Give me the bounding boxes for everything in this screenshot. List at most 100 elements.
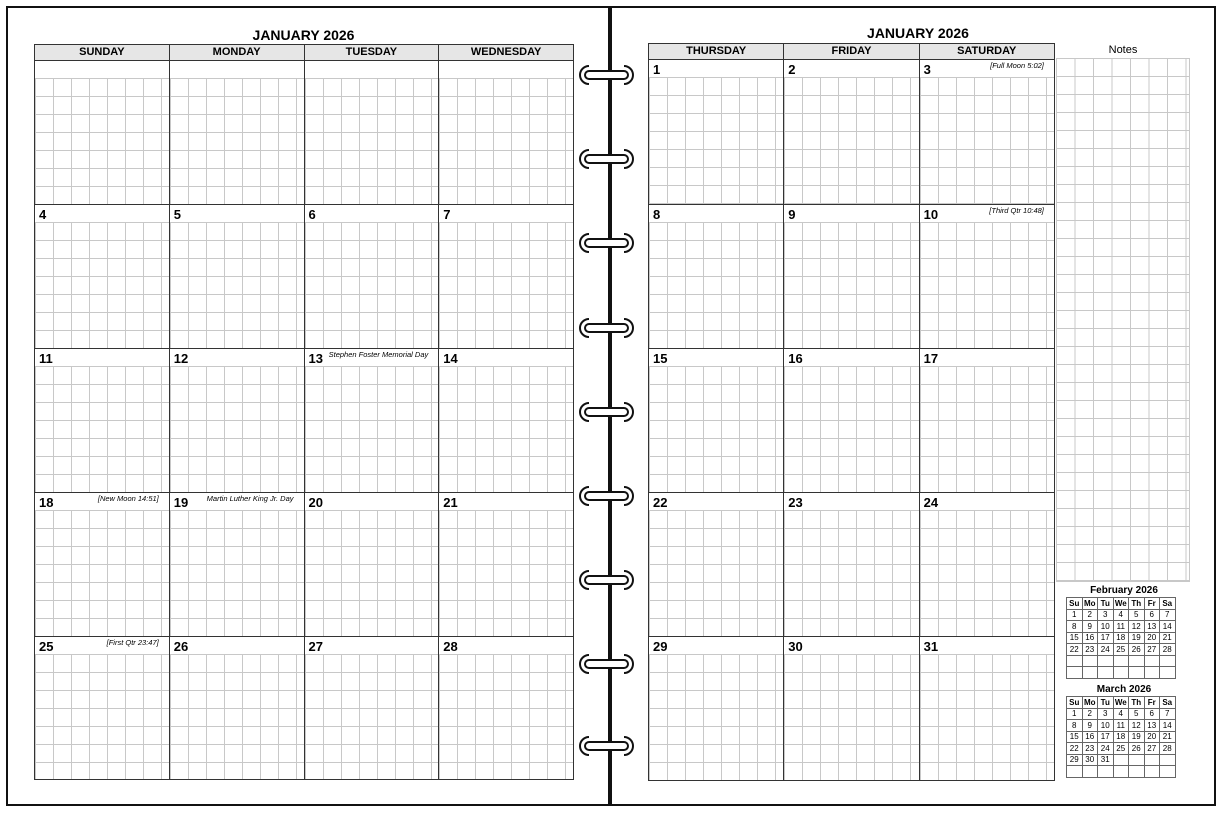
mini-day: 28 <box>1159 643 1176 656</box>
mini-day: 10 <box>1097 719 1114 732</box>
mini-calendar: Su Mo Tu We Th Fr Sa 1 2 3 4 5 6 7 8 9 10 11 12 13 14 15 16 17 1… <box>1066 696 1176 778</box>
cell-grid <box>919 510 1054 636</box>
cell-grid <box>304 222 439 348</box>
date-number: 11 <box>39 351 53 366</box>
mini-day: 23 <box>1081 742 1098 755</box>
mini-weekday: Mo <box>1081 597 1098 610</box>
cell-grid <box>304 366 439 492</box>
date-number: 15 <box>653 351 668 366</box>
mini-day <box>1143 666 1160 679</box>
mini-day <box>1112 654 1129 667</box>
day-header: TUESDAY <box>303 44 440 61</box>
day-header: SUNDAY <box>34 44 170 61</box>
cell-grid <box>649 654 784 780</box>
ring <box>579 149 634 169</box>
day-cell: 27 <box>303 636 440 780</box>
cell-grid <box>304 654 439 779</box>
day-cell: 20 <box>303 492 440 637</box>
date-number: 6 <box>308 207 316 222</box>
mini-day: 15 <box>1066 730 1083 743</box>
mini-day <box>1159 765 1176 778</box>
day-cell <box>303 60 440 205</box>
cell-grid <box>35 78 169 204</box>
mini-weekday: We <box>1112 696 1129 709</box>
date-number: 3 <box>923 62 931 77</box>
day-cell: 1 <box>648 59 785 205</box>
mini-week: 29 30 31 <box>1066 753 1176 766</box>
mini-day: 9 <box>1081 719 1098 732</box>
date-number: 30 <box>788 639 803 654</box>
mini-week: 8 9 10 11 12 13 14 <box>1066 719 1176 732</box>
day-cell: 12 <box>168 348 305 493</box>
mini-day: 17 <box>1097 631 1114 644</box>
mini-weekday: Tu <box>1097 597 1114 610</box>
date-number: 16 <box>788 351 803 366</box>
day-cell: 30 <box>783 636 920 781</box>
mini-day: 6 <box>1143 608 1160 621</box>
mini-day: 13 <box>1143 620 1160 633</box>
date-number: 26 <box>173 639 189 654</box>
cell-grid <box>439 510 573 636</box>
date-number: 10 <box>923 207 939 222</box>
cell-grid <box>649 222 784 348</box>
mini-weekday: Su <box>1066 696 1083 709</box>
mini-day: 26 <box>1128 643 1145 656</box>
mini-day: 21 <box>1159 730 1176 743</box>
mini-day: 1 <box>1066 608 1083 621</box>
date-number: 5 <box>173 207 181 222</box>
cell-note: [Third Qtr 10:48] <box>989 206 1044 215</box>
mini-day: 29 <box>1066 753 1083 766</box>
mini-day: 16 <box>1081 730 1098 743</box>
mini-day: 20 <box>1143 730 1160 743</box>
date-number: 28 <box>443 639 458 654</box>
day-cell: 10 [Third Qtr 10:48] <box>918 204 1055 349</box>
cell-grid <box>35 510 169 636</box>
mini-day: 25 <box>1112 643 1129 656</box>
day-header: MONDAY <box>168 44 305 61</box>
mini-title: February 2026 <box>1090 585 1158 596</box>
mini-day: 21 <box>1159 631 1176 644</box>
day-header: THURSDAY <box>648 43 785 60</box>
mini-day: 11 <box>1112 620 1129 633</box>
day-cell: 24 <box>918 492 1055 637</box>
mini-day: 14 <box>1159 719 1176 732</box>
ring <box>579 318 634 338</box>
mini-day: 4 <box>1112 707 1129 720</box>
mini-week: 8 9 10 11 12 13 14 <box>1066 620 1176 633</box>
mini-day: 7 <box>1159 608 1176 621</box>
notes-heading: Notes <box>1108 44 1138 56</box>
cell-note: Martin Luther King Jr. Day <box>206 494 294 503</box>
mini-day: 18 <box>1112 631 1129 644</box>
day-cell: 11 <box>34 348 170 493</box>
cell-note: [New Moon 14:51] <box>97 494 159 503</box>
mini-day: 15 <box>1066 631 1083 644</box>
day-cell: 18 [New Moon 14:51] <box>34 492 170 637</box>
mini-day <box>1128 765 1145 778</box>
mini-day: 20 <box>1143 631 1160 644</box>
ring <box>579 654 634 674</box>
cell-grid <box>304 78 439 204</box>
cell-grid <box>35 222 169 348</box>
mini-day: 25 <box>1112 742 1129 755</box>
day-cell <box>438 60 574 205</box>
date-number: 24 <box>923 495 939 510</box>
mini-week: 15 16 17 18 19 20 21 <box>1066 730 1176 743</box>
left-title: JANUARY 2026 <box>252 27 355 43</box>
ring <box>579 65 634 85</box>
mini-day <box>1097 765 1114 778</box>
date-number: 22 <box>653 495 668 510</box>
cell-note: [First Qtr 23:47] <box>106 638 159 647</box>
cell-grid <box>169 510 304 636</box>
mini-weekday: Su <box>1066 597 1083 610</box>
date-number: 8 <box>653 207 661 222</box>
mini-day: 23 <box>1081 643 1098 656</box>
day-cell: 4 <box>34 204 170 349</box>
cell-grid <box>439 222 573 348</box>
day-cell <box>34 60 170 205</box>
mini-weekday: Th <box>1128 696 1145 709</box>
date-number: 27 <box>308 639 323 654</box>
mini-day: 22 <box>1066 742 1083 755</box>
ring <box>579 233 634 253</box>
day-cell: 22 <box>648 492 785 637</box>
date-number: 14 <box>443 351 458 366</box>
